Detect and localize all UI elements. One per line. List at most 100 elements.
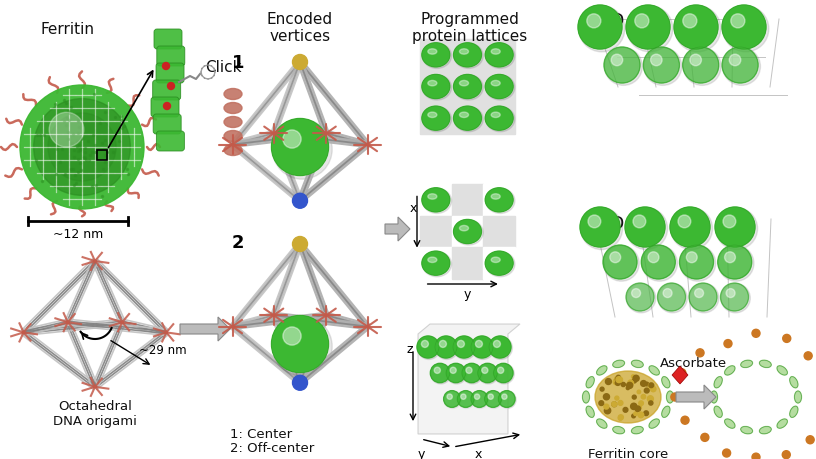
- Circle shape: [723, 6, 769, 53]
- Circle shape: [641, 395, 645, 399]
- Circle shape: [605, 408, 610, 414]
- FancyBboxPatch shape: [153, 81, 180, 101]
- Bar: [420, 248, 452, 280]
- Circle shape: [474, 394, 480, 399]
- Circle shape: [643, 48, 680, 84]
- Circle shape: [292, 194, 308, 209]
- Circle shape: [722, 48, 758, 84]
- Circle shape: [689, 283, 717, 311]
- Circle shape: [488, 394, 494, 399]
- Circle shape: [633, 216, 645, 228]
- Ellipse shape: [224, 117, 242, 128]
- FancyBboxPatch shape: [156, 64, 184, 84]
- Circle shape: [671, 208, 712, 250]
- Ellipse shape: [454, 107, 481, 131]
- Circle shape: [462, 364, 481, 383]
- Circle shape: [292, 375, 308, 391]
- Circle shape: [680, 246, 716, 281]
- Circle shape: [447, 394, 452, 399]
- Circle shape: [680, 246, 713, 280]
- Text: x: x: [410, 202, 417, 215]
- Circle shape: [604, 246, 639, 281]
- Ellipse shape: [760, 426, 771, 434]
- Ellipse shape: [224, 103, 242, 114]
- Polygon shape: [418, 325, 520, 434]
- Circle shape: [273, 120, 332, 180]
- Circle shape: [715, 207, 755, 247]
- Ellipse shape: [224, 90, 242, 100]
- Circle shape: [162, 63, 170, 70]
- Circle shape: [627, 6, 673, 53]
- Circle shape: [635, 15, 649, 29]
- Ellipse shape: [486, 107, 515, 133]
- Ellipse shape: [486, 189, 515, 214]
- Circle shape: [690, 284, 719, 313]
- Circle shape: [683, 48, 719, 84]
- Circle shape: [485, 391, 501, 408]
- Circle shape: [671, 393, 679, 401]
- Circle shape: [649, 383, 654, 388]
- Circle shape: [752, 453, 760, 459]
- Ellipse shape: [586, 406, 594, 417]
- Circle shape: [478, 364, 499, 384]
- Circle shape: [644, 411, 649, 416]
- Circle shape: [619, 416, 622, 420]
- Circle shape: [658, 283, 685, 311]
- Ellipse shape: [428, 113, 437, 118]
- Circle shape: [674, 6, 718, 50]
- Bar: [420, 216, 452, 248]
- Circle shape: [458, 341, 464, 347]
- Circle shape: [481, 367, 488, 374]
- Circle shape: [485, 391, 503, 409]
- Ellipse shape: [662, 377, 670, 388]
- Text: 1: Center: 1: Center: [230, 427, 292, 440]
- Ellipse shape: [632, 360, 643, 368]
- Circle shape: [723, 216, 736, 228]
- Circle shape: [627, 284, 656, 313]
- Text: y: y: [463, 287, 471, 300]
- FancyBboxPatch shape: [151, 98, 179, 118]
- Bar: [420, 185, 452, 216]
- Text: 3D: 3D: [600, 214, 625, 233]
- Circle shape: [472, 336, 494, 360]
- Circle shape: [273, 317, 332, 376]
- Circle shape: [581, 208, 623, 250]
- Circle shape: [701, 433, 709, 442]
- Circle shape: [430, 364, 450, 383]
- Circle shape: [675, 6, 721, 53]
- Circle shape: [498, 367, 503, 374]
- Ellipse shape: [423, 189, 451, 214]
- Ellipse shape: [428, 194, 437, 200]
- Circle shape: [722, 6, 766, 50]
- Ellipse shape: [422, 75, 450, 99]
- Circle shape: [663, 289, 672, 298]
- Circle shape: [49, 113, 84, 148]
- Circle shape: [644, 48, 681, 86]
- Circle shape: [625, 207, 665, 247]
- Ellipse shape: [459, 50, 468, 55]
- Ellipse shape: [422, 188, 450, 213]
- Circle shape: [730, 55, 741, 67]
- Circle shape: [650, 386, 656, 392]
- Ellipse shape: [777, 366, 787, 375]
- Bar: [483, 248, 515, 280]
- Text: Ascorbate: Ascorbate: [659, 356, 726, 369]
- Text: ~29 nm: ~29 nm: [140, 343, 187, 356]
- Text: Click: Click: [205, 60, 242, 75]
- Circle shape: [635, 406, 641, 412]
- Circle shape: [731, 15, 745, 29]
- Circle shape: [612, 402, 617, 407]
- Circle shape: [634, 412, 637, 416]
- Circle shape: [615, 377, 620, 382]
- Circle shape: [678, 369, 685, 377]
- Ellipse shape: [423, 44, 451, 69]
- Circle shape: [721, 283, 748, 311]
- Circle shape: [48, 114, 116, 182]
- Circle shape: [502, 394, 507, 399]
- Circle shape: [444, 391, 461, 409]
- Ellipse shape: [486, 75, 513, 99]
- Ellipse shape: [790, 406, 798, 417]
- Circle shape: [421, 341, 428, 347]
- Ellipse shape: [491, 50, 500, 55]
- Text: Octahedral
DNA origami: Octahedral DNA origami: [53, 399, 137, 427]
